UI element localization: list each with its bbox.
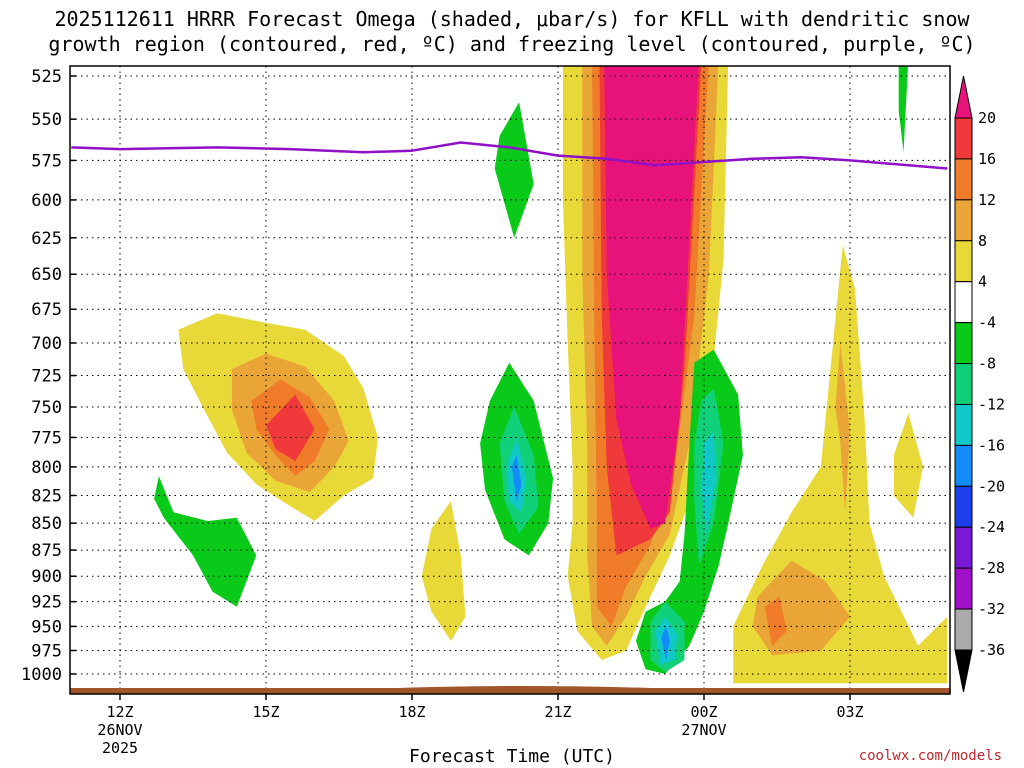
omega-region-23	[835, 343, 850, 513]
y-tick-label-525: 525	[31, 67, 62, 87]
omega-region-21	[661, 626, 670, 660]
colorbar-label-6: -8	[978, 355, 996, 373]
colorbar-label-2: 12	[978, 191, 996, 209]
y-tick-label-575: 575	[31, 151, 62, 171]
colorbar-label-3: 8	[978, 232, 987, 250]
gridlines	[70, 66, 950, 694]
x-axis-title: Forecast Time (UTC)	[409, 746, 615, 767]
colorbar-top-arrow	[954, 75, 973, 119]
colorbar-box-8	[954, 444, 973, 487]
y-axis: 525 550 575 600 625 650 675 700 725 750 775 800 825 8…	[21, 67, 76, 685]
colorbar-box-5	[954, 322, 973, 365]
omega-region-6	[494, 102, 534, 238]
colorbar-label-8: -16	[978, 436, 1005, 454]
colorbar-bottom-arrow	[954, 649, 973, 693]
colorbar-box-11	[954, 567, 973, 610]
colorbar-box-2	[954, 199, 973, 242]
colorbar-box-1	[954, 158, 973, 201]
y-tick-label-625: 625	[31, 229, 62, 249]
colorbar-box-0	[954, 117, 973, 160]
colorbar-label-4: 4	[978, 273, 987, 291]
y-tick-label-850: 850	[31, 514, 62, 534]
omega-shading	[154, 66, 948, 684]
plot-frame	[69, 65, 951, 695]
x-tick-date-00Z: 27NOV	[681, 721, 726, 739]
x-tick-label-21Z: 21Z	[544, 703, 571, 721]
colorbar-label-11: -28	[978, 559, 1005, 577]
y-tick-label-1000: 1000	[21, 665, 62, 685]
y-tick-label-550: 550	[31, 110, 62, 130]
omega-region-10	[511, 455, 522, 502]
x-tick-label-00Z: 00Z	[690, 703, 717, 721]
y-tick-label-800: 800	[31, 458, 62, 478]
freezing-level	[71, 141, 948, 170]
y-tick-label-700: 700	[31, 334, 62, 354]
x-tick-label-15Z: 15Z	[252, 703, 279, 721]
x-tick-date-12Z: 26NOV	[97, 721, 142, 739]
colorbar-label-7: -12	[978, 395, 1005, 413]
freezing-level-line	[71, 141, 948, 170]
terrain-strip	[70, 688, 950, 694]
colorbar-label-10: -24	[978, 518, 1005, 536]
colorbar-box-6	[954, 363, 973, 405]
terrain-bump	[368, 686, 680, 689]
y-tick-label-950: 950	[31, 617, 62, 637]
colorbar-label-5: -4	[978, 314, 996, 332]
y-tick-label-875: 875	[31, 541, 62, 561]
x-tick-year-12Z: 2025	[102, 739, 138, 757]
y-tick-label-750: 750	[31, 398, 62, 418]
colorbar-box-12	[954, 608, 973, 651]
omega-region-27	[898, 66, 908, 153]
y-tick-label-825: 825	[31, 486, 62, 506]
colorbar-box-7	[954, 403, 973, 446]
omega-region-25	[764, 596, 787, 646]
colorbar-label-0: 20	[978, 109, 996, 127]
omega-region-3	[266, 394, 315, 462]
colorbar-label-9: -20	[978, 477, 1005, 495]
omega-region-26	[893, 413, 923, 518]
colorbar-box-4	[954, 281, 973, 324]
y-tick-label-775: 775	[31, 428, 62, 448]
y-tick-label-600: 600	[31, 191, 62, 211]
omega-region-4	[154, 476, 257, 607]
colorbar: 20 16 12 8 4 -4 -8 -12 -16 -20 -24 -28 -32 -36	[954, 75, 1005, 693]
omega-region-18	[701, 431, 717, 534]
x-tick-label-12Z: 12Z	[106, 703, 133, 721]
omega-region-15	[604, 66, 699, 529]
y-tick-label-650: 650	[31, 265, 62, 285]
colorbar-label-13: -36	[978, 641, 1005, 659]
colorbar-box-3	[954, 240, 973, 283]
x-tick-label-03Z: 03Z	[836, 703, 863, 721]
x-tick-label-18Z: 18Z	[398, 703, 425, 721]
colorbar-box-9	[954, 485, 973, 528]
y-tick-label-675: 675	[31, 300, 62, 320]
colorbar-label-1: 16	[978, 150, 996, 168]
y-tick-label-925: 925	[31, 593, 62, 613]
y-tick-label-725: 725	[31, 367, 62, 387]
chart-title-line2: growth region (contoured, red, ºC) and f…	[48, 32, 976, 56]
y-tick-label-900: 900	[31, 567, 62, 587]
colorbar-box-10	[954, 526, 973, 569]
credit-link[interactable]: coolwx.com/models	[858, 748, 1002, 764]
chart-title-line1: 2025112611 HRRR Forecast Omega (shaded, …	[54, 7, 970, 31]
omega-region-5	[421, 501, 466, 641]
y-tick-label-975: 975	[31, 642, 62, 662]
colorbar-label-12: -32	[978, 600, 1005, 618]
terrain	[70, 686, 950, 694]
